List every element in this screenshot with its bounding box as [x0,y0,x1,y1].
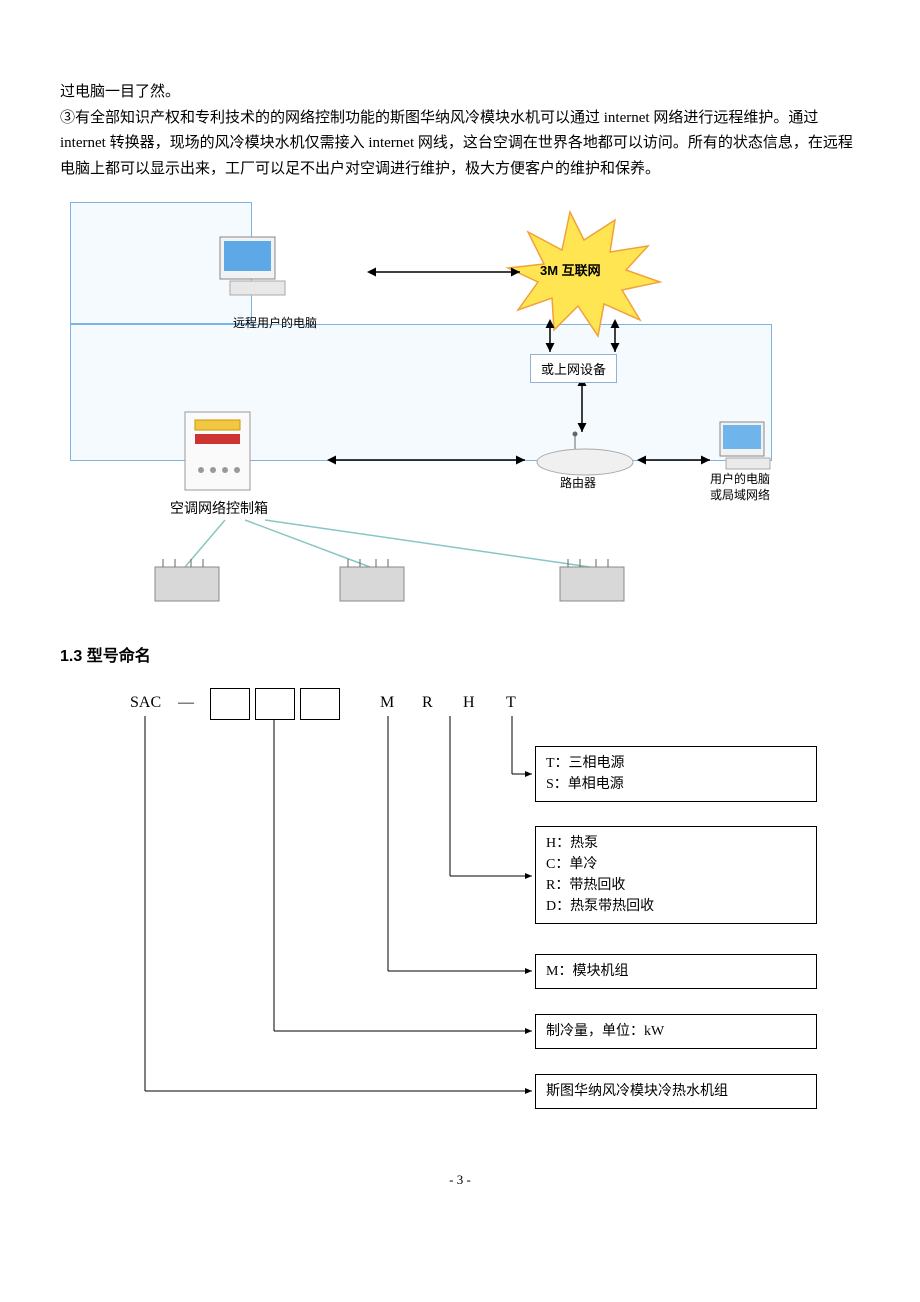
section-heading: 1.3 型号命名 [60,642,860,666]
network-diagram: 3M 互联网 远程用户的电脑 或上网设备 空调网络控制箱 路由器 用户的电脑 或… [70,202,850,612]
router-label: 路由器 [560,474,596,491]
user-pc-label: 用户的电脑 或局域网络 [710,472,770,503]
model-naming-diagram: SAC — M R H T T：三相电源 S：单相电源 H：热泵 C：单冷 R：… [80,686,840,1166]
page-number: - 3 - [0,1172,920,1188]
user-pc-label-2: 或局域网络 [710,488,770,502]
user-pc-label-1: 用户的电脑 [710,472,770,486]
body-line2: ③有全部知识产权和专利技术的的网络控制功能的斯图华纳风冷模块水机可以通过 int… [60,110,853,177]
body-line1: 过电脑一目了然。 [60,84,180,100]
control-box-label: 空调网络控制箱 [170,498,268,518]
internet-label: 3M 互联网 [540,260,601,279]
or-net-device-label: 或上网设备 [530,354,617,383]
remote-pc-label: 远程用户的电脑 [215,314,335,331]
